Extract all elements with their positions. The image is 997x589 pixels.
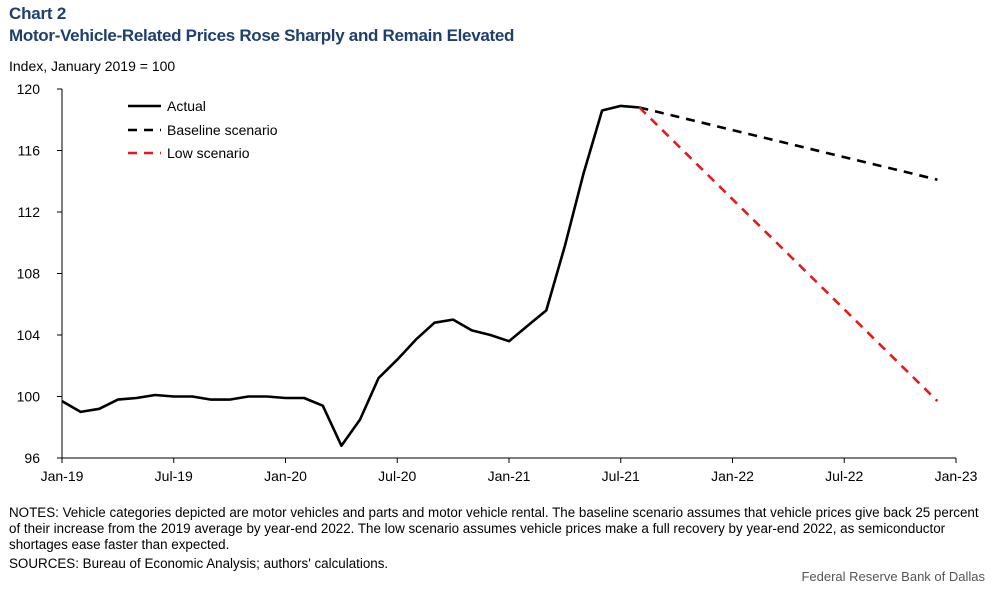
actual-series-line [61, 104, 640, 448]
chart-label: Chart 2 [9, 4, 67, 23]
x-tick-label: Jul-22 [825, 468, 863, 484]
y-tick-label: 116 [18, 143, 41, 159]
y-axis-unit-label: Index, January 2019 = 100 [9, 58, 176, 74]
line-chart: 96 100 104 108 112 116 120 Jan-19 Jul-19 Jan-20 Ju… [17, 81, 978, 484]
x-tick-label: Jan-22 [711, 468, 754, 484]
sources-text: SOURCES: Bureau of Economic Analysis; au… [9, 556, 389, 571]
x-tick-label: Jul-21 [602, 468, 640, 484]
y-tick-label: 120 [17, 81, 41, 97]
x-tick-label: Jan-21 [488, 468, 531, 484]
x-tick-label: Jul-20 [378, 468, 416, 484]
publisher-credit: Federal Reserve Bank of Dallas [801, 569, 985, 584]
x-tick-label: Jan-23 [935, 468, 978, 484]
chart-title: Motor-Vehicle-Related Prices Rose Sharpl… [9, 26, 515, 45]
low-scenario-line [638, 106, 939, 403]
baseline-scenario-line [639, 106, 938, 181]
x-tick-label: Jan-20 [264, 468, 307, 484]
legend-baseline-scenario-label: Baseline scenario [167, 122, 278, 138]
y-tick-label: 112 [18, 204, 41, 220]
y-tick-label: 108 [17, 266, 41, 282]
notes-text: NOTES: Vehicle categories depicted are m… [9, 505, 979, 552]
y-tick-label: 96 [24, 450, 40, 466]
x-tick-label: Jan-19 [41, 468, 84, 484]
y-tick-label: 104 [17, 327, 41, 343]
legend-low-scenario-label: Low scenario [167, 145, 250, 161]
x-tick-label: Jul-19 [155, 468, 193, 484]
legend-actual-label: Actual [167, 98, 206, 114]
y-tick-label: 100 [17, 389, 41, 405]
